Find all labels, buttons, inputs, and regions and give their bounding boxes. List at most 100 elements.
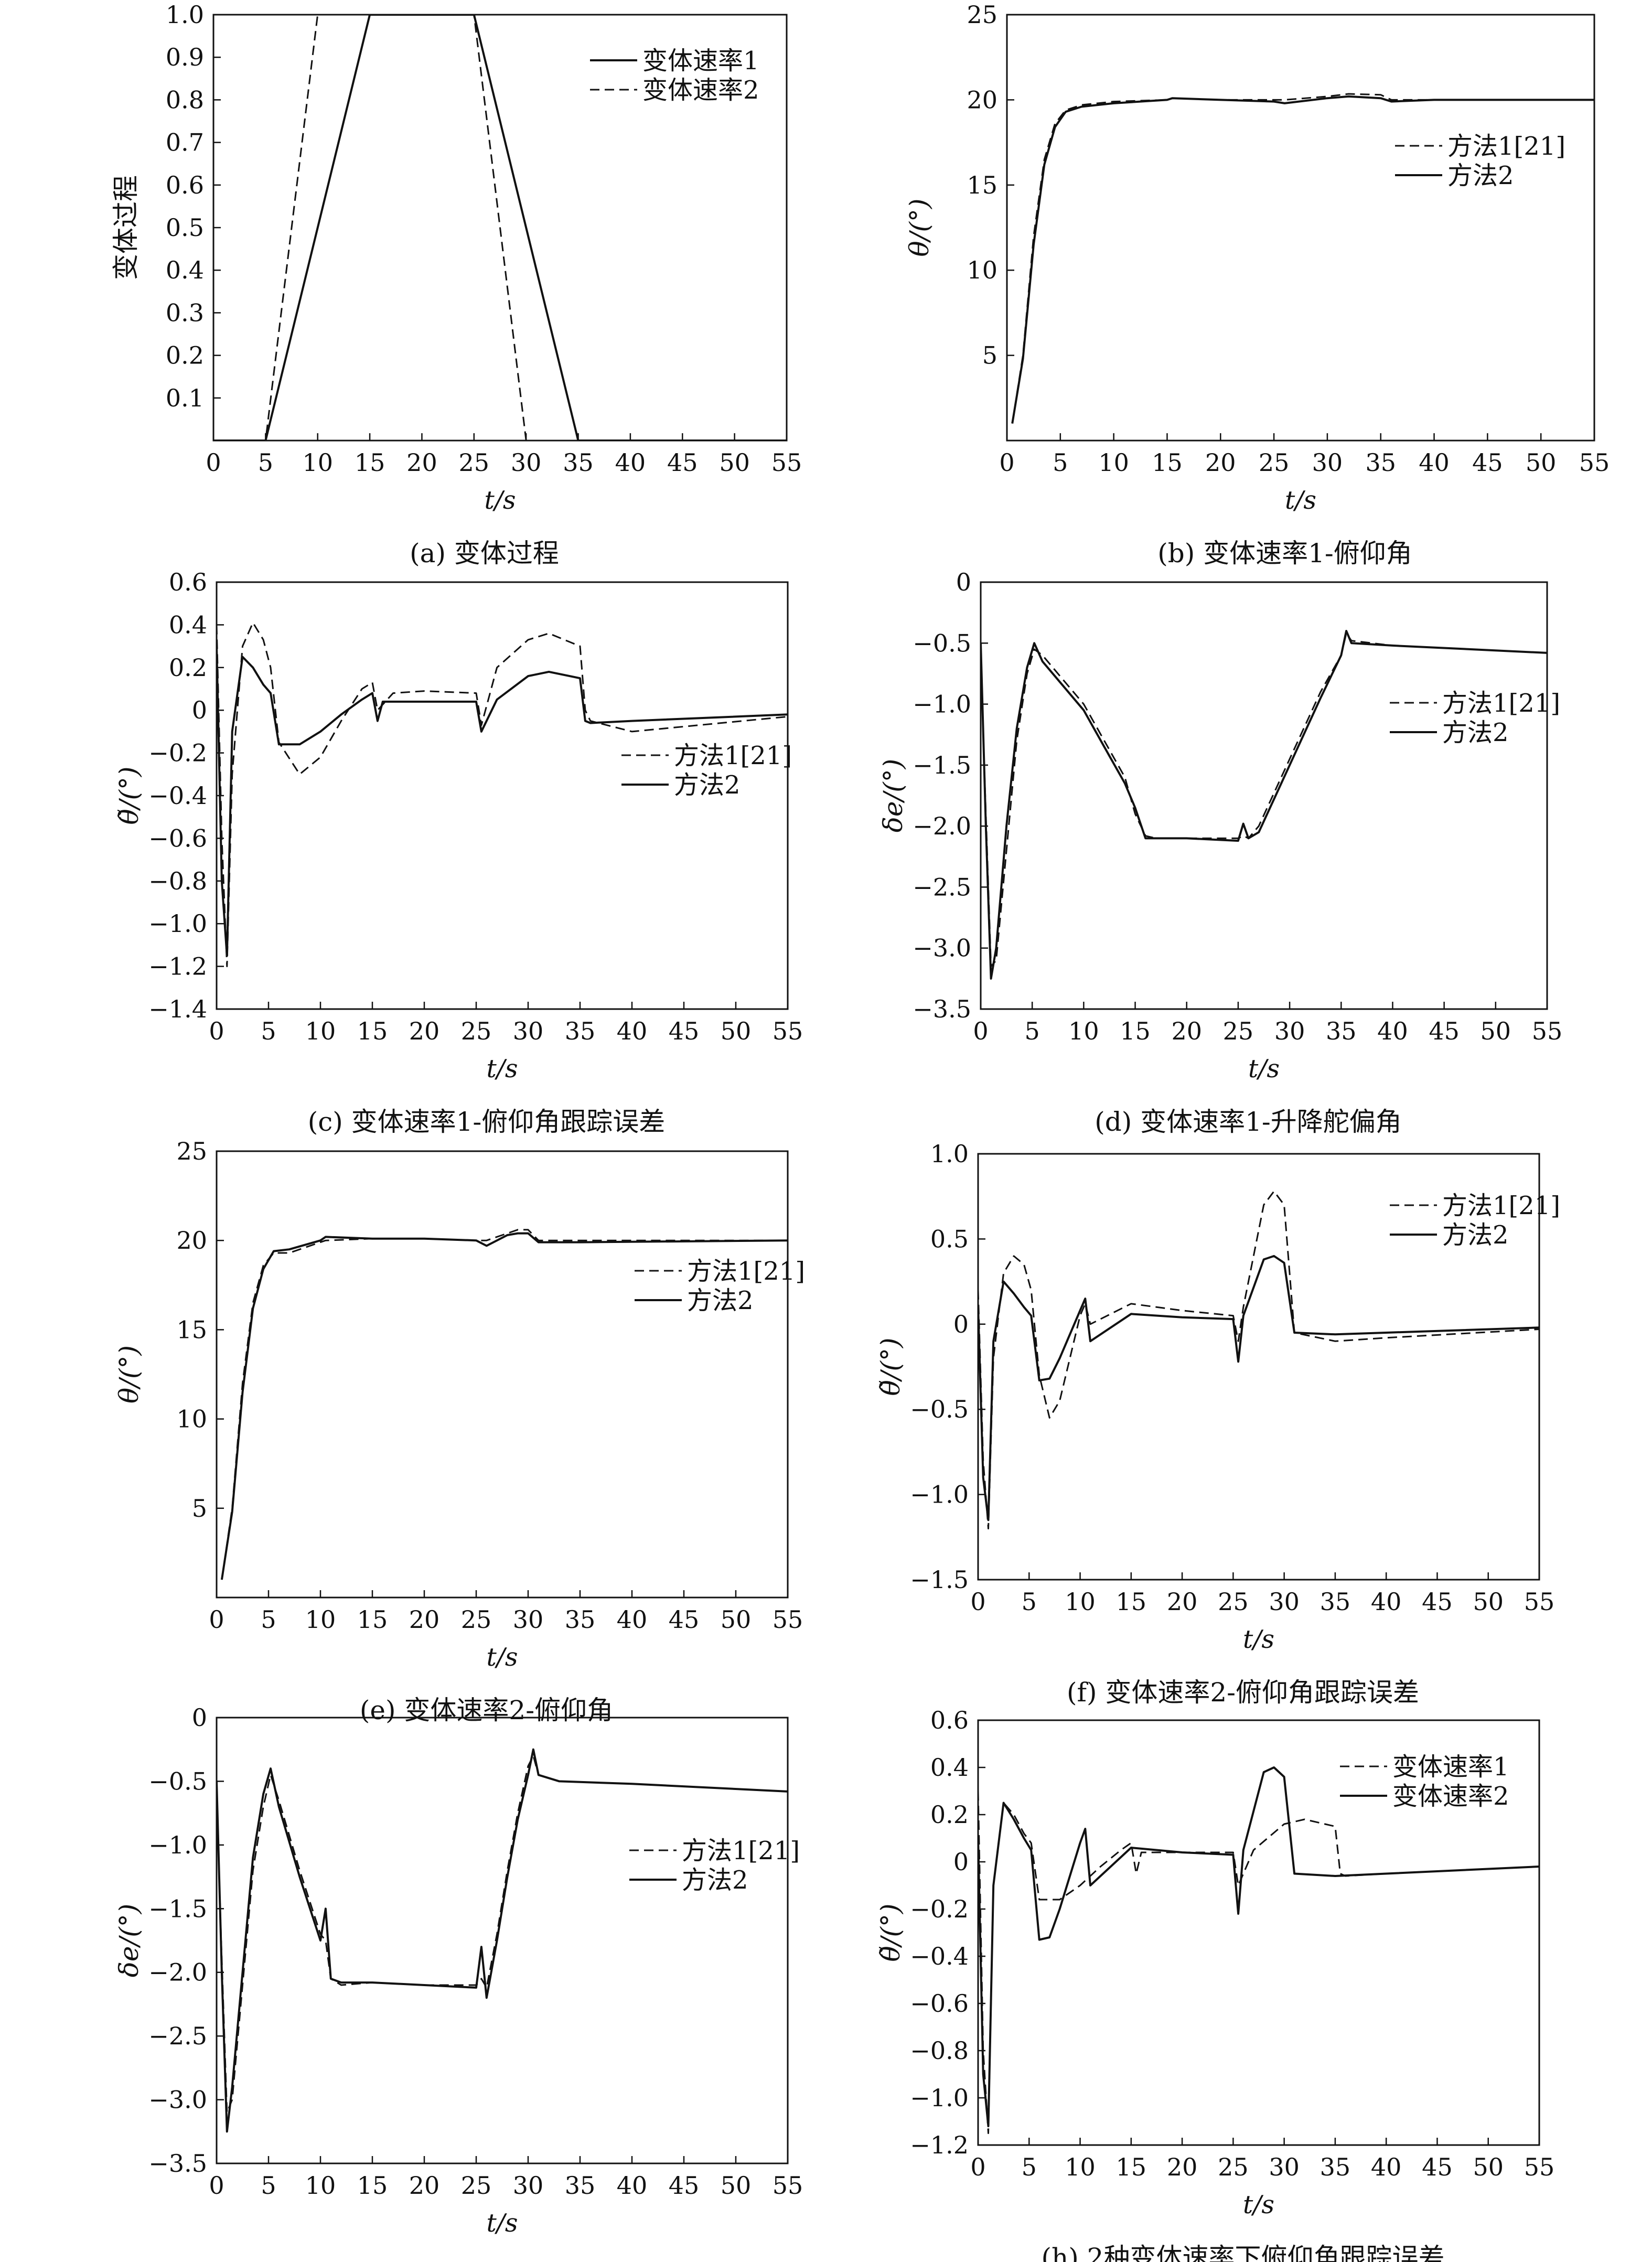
- x-tick-labels: 0 5 10 15 20 25 30 35 40 45 50 55: [209, 1590, 803, 1634]
- legend-label: 变体速率2: [642, 76, 759, 105]
- y-tick-label: −0.5: [910, 1395, 969, 1423]
- x-tick-label: 25: [461, 2171, 492, 2200]
- x-tick-labels: 0 5 10 15 20 25 30 35 40 45 50 55: [209, 2156, 803, 2200]
- x-tick-label: 10: [1068, 1017, 1099, 1045]
- x-tick-label: 35: [1320, 1588, 1351, 1616]
- x-tick-label: 50: [1526, 448, 1557, 477]
- legend: 方法1[21]方法2: [635, 1257, 805, 1315]
- x-tick-label: 50: [721, 1017, 752, 1045]
- y-tick-label: −1.0: [910, 2084, 969, 2112]
- series-line-1: [978, 1791, 1539, 2134]
- x-tick-label: 55: [1532, 1017, 1563, 1045]
- x-tick-labels: 0 5 10 15 20 25 30 35 40 45 50 55: [209, 1002, 803, 1045]
- y-tick-label: −1.5: [913, 751, 971, 779]
- y-tick-label: 1.0: [166, 1, 204, 29]
- x-tick-label: 30: [1274, 1017, 1305, 1045]
- chart-caption: (c) 变体速率1-俯仰角跟踪误差: [308, 1107, 666, 1137]
- x-tick-label: 50: [1473, 2153, 1504, 2181]
- x-tick-label: 25: [1259, 448, 1290, 477]
- x-tick-label: 10: [1065, 1588, 1096, 1616]
- x-tick-label: 15: [357, 2171, 388, 2200]
- chart-caption: (g) 变体速率2-升降舵偏角: [333, 2261, 640, 2262]
- series-line-2: [1011, 95, 1594, 424]
- y-tick-label: 0.7: [166, 128, 204, 157]
- x-tick-label: 20: [1205, 448, 1236, 477]
- x-tick-label: 35: [565, 1605, 596, 1634]
- y-tick-label: 1.0: [930, 1140, 969, 1168]
- y-tick-label: 0.2: [166, 341, 204, 370]
- x-tick-label: 40: [1419, 448, 1450, 477]
- chart-f: 0 5 10 15 20 25 30 35 40 45 50 55 −1.5 −1.0 −0.5 0 0.5 1.…: [875, 1140, 1560, 1708]
- y-axis-label: δe/(°): [114, 1904, 144, 1978]
- x-tick-label: 0: [209, 2171, 224, 2200]
- legend: 方法1[21]方法2: [1395, 132, 1565, 190]
- legend-label: 变体速率2: [1392, 1782, 1509, 1811]
- legend-label: 方法1[21]: [687, 1257, 805, 1286]
- legend: 方法1[21]方法2: [621, 741, 792, 800]
- chart-caption: (f) 变体速率2-俯仰角跟踪误差: [1067, 1677, 1419, 1708]
- x-tick-label: 15: [1120, 1017, 1151, 1045]
- y-axis-label: 变体过程: [111, 175, 141, 280]
- y-tick-labels: −3.5 −3.0 −2.5 −2.0 −1.5 −1.0 −0.5 0: [148, 1703, 224, 2178]
- x-tick-label: 10: [1098, 448, 1129, 477]
- x-tick-labels: 0 5 10 15 20 25 30 35 40 45 50 55: [970, 1572, 1554, 1616]
- x-tick-label: 45: [669, 1605, 700, 1634]
- x-tick-label: 35: [1320, 2153, 1351, 2181]
- y-tick-label: −1.5: [910, 1566, 969, 1594]
- x-tick-label: 15: [355, 448, 385, 477]
- x-tick-label: 20: [1167, 2153, 1198, 2181]
- x-tick-label: 30: [1269, 2153, 1300, 2181]
- y-tick-label: 0.6: [166, 171, 204, 199]
- y-tick-label: 0: [953, 1848, 969, 1876]
- x-tick-label: 20: [409, 1605, 440, 1634]
- x-tick-label: 20: [409, 2171, 440, 2200]
- x-tick-label: 25: [1223, 1017, 1254, 1045]
- y-tick-label: 0.4: [169, 610, 207, 639]
- y-tick-label: 15: [967, 171, 997, 199]
- x-tick-label: 50: [719, 448, 750, 477]
- x-tick-label: 0: [206, 448, 221, 477]
- y-axis-label: θ̃/(°): [875, 1904, 906, 1962]
- x-tick-label: 15: [1116, 1588, 1147, 1616]
- y-tick-labels: 0.1 0.2 0.3 0.4 0.5 0.6 0.7 0.8 0.9 1.0: [166, 1, 221, 412]
- x-tick-labels: 0 5 10 15 20 25 30 35 40 45 50 55: [970, 2138, 1554, 2181]
- y-tick-label: −0.2: [910, 1895, 969, 1923]
- x-tick-label: 30: [1269, 1588, 1300, 1616]
- chart-caption: (d) 变体速率1-升降舵偏角: [1095, 1107, 1402, 1137]
- x-tick-label: 25: [461, 1605, 492, 1634]
- y-tick-label: 0.2: [169, 653, 207, 682]
- x-axis-label: t/s: [486, 2209, 518, 2238]
- plot-frame: [977, 1719, 1540, 2146]
- y-tick-label: 5: [192, 1494, 207, 1523]
- y-tick-label: −1.0: [148, 1831, 207, 1859]
- x-tick-label: 45: [669, 1017, 700, 1045]
- y-tick-label: −3.5: [913, 995, 971, 1023]
- series-line-2: [217, 646, 788, 957]
- y-tick-label: 20: [967, 85, 997, 114]
- y-tick-label: −0.8: [148, 867, 207, 895]
- x-tick-labels: 0 5 10 15 20 25 30 35 40 45 50 55: [973, 1002, 1562, 1045]
- legend-label: 方法2: [1442, 718, 1509, 747]
- y-tick-labels: −1.2 −1.0 −0.8 −0.6 −0.4 −0.2 0 0.2 0.4 0.6: [910, 1706, 985, 2159]
- y-tick-label: 10: [176, 1405, 207, 1433]
- y-tick-label: 0: [192, 1703, 207, 1732]
- y-axis-label: θ/(°): [114, 1345, 144, 1403]
- y-tick-label: −1.0: [910, 1481, 969, 1509]
- y-tick-label: −2.0: [148, 1958, 207, 1987]
- x-tick-label: 20: [406, 448, 437, 477]
- x-tick-label: 30: [513, 2171, 544, 2200]
- x-axis-label: t/s: [1243, 1625, 1274, 1654]
- chart-e: 0 5 10 15 20 25 30 35 40 45 50 55510152025t/sθ/(°)(…: [114, 1137, 805, 1725]
- x-tick-label: 5: [261, 2171, 276, 2200]
- x-tick-label: 35: [1326, 1017, 1357, 1045]
- x-tick-label: 10: [305, 1605, 336, 1634]
- y-tick-labels: 5 10 15 20 25: [967, 1, 1014, 370]
- y-tick-label: 0.9: [166, 43, 204, 71]
- x-tick-label: 50: [721, 1605, 752, 1634]
- x-tick-label: 40: [617, 2171, 648, 2200]
- x-tick-label: 55: [773, 1017, 803, 1045]
- x-tick-label: 0: [999, 448, 1014, 477]
